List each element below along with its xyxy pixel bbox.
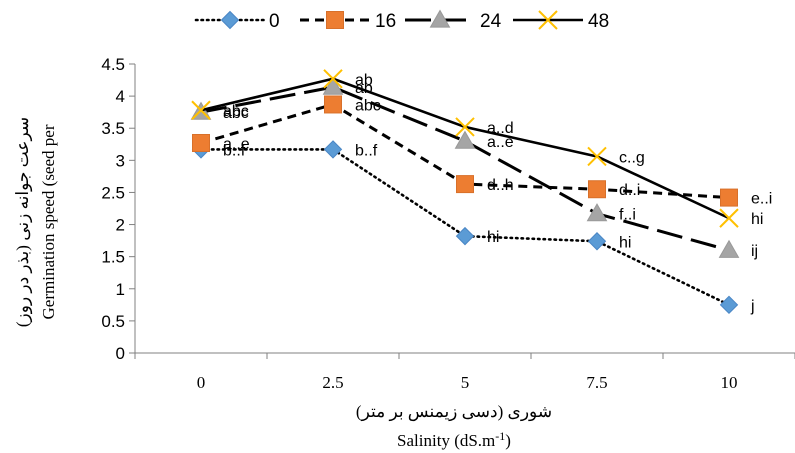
x-axis-title-english: Salinity (dS.m-1) bbox=[397, 429, 511, 450]
point-label: d..h bbox=[487, 177, 514, 194]
legend-marker bbox=[220, 10, 240, 30]
point-label: abc bbox=[223, 105, 249, 122]
y-tick-label: 4 bbox=[116, 87, 125, 106]
data-point bbox=[586, 203, 608, 222]
y-axis-title-persian: سرعت جوانه زنی (بذر در روز) bbox=[13, 117, 33, 327]
point-label: abc bbox=[223, 103, 249, 120]
x-tick-label: 0 bbox=[197, 373, 206, 392]
legend-label: 0 bbox=[269, 11, 280, 32]
y-tick-label: 0.5 bbox=[101, 312, 125, 331]
point-label: b..f bbox=[355, 142, 378, 159]
point-label: a..e bbox=[223, 136, 250, 153]
series-line-0 bbox=[199, 148, 731, 307]
series-16 bbox=[192, 95, 738, 207]
series-line-24 bbox=[200, 85, 730, 252]
point-label: b..f bbox=[223, 142, 246, 159]
point-label: f..i bbox=[619, 207, 636, 224]
y-tick-label: 4.5 bbox=[101, 55, 125, 74]
point-label: e..i bbox=[751, 191, 772, 208]
y-axis-title-english: Germination speed (seed per bbox=[39, 124, 58, 319]
data-point bbox=[323, 140, 343, 159]
data-point bbox=[718, 239, 740, 258]
x-tick-label: 10 bbox=[721, 373, 738, 392]
y-tick-label: 2.5 bbox=[101, 183, 125, 202]
x-axis-title-base: Salinity (dS.m bbox=[397, 431, 495, 450]
legend-marker bbox=[326, 11, 344, 29]
legend-marker bbox=[429, 9, 451, 28]
point-label: a..d bbox=[487, 120, 514, 137]
y-tick-label: 1 bbox=[116, 280, 125, 299]
y-tick-label: 0 bbox=[116, 344, 125, 363]
x-tick-label: 5 bbox=[461, 373, 470, 392]
x-tick-label: 2.5 bbox=[322, 373, 343, 392]
legend-item-24: 24 bbox=[405, 9, 502, 32]
data-point bbox=[456, 175, 474, 194]
point-label: hi bbox=[751, 211, 763, 228]
legend-label: 48 bbox=[588, 11, 609, 32]
legend-label: 16 bbox=[375, 11, 396, 32]
axes: 0 0.5 1 1.5 2 2.5 3 3.5 4 4.5 0 2.5 5 7.5 10 bbox=[101, 55, 795, 392]
point-label: j bbox=[750, 298, 755, 315]
data-point bbox=[324, 95, 342, 114]
data-point bbox=[719, 295, 739, 315]
x-tick-label: 7.5 bbox=[586, 373, 607, 392]
legend-marker bbox=[538, 10, 558, 30]
point-label: ab bbox=[355, 80, 373, 97]
legend-item-0: 0 bbox=[194, 10, 280, 32]
x-axis-title-superscript: -1 bbox=[495, 429, 505, 443]
point-label: ij bbox=[751, 243, 758, 260]
legend-label: 24 bbox=[480, 11, 502, 32]
x-axis-title-tail: ) bbox=[505, 431, 511, 450]
data-point bbox=[588, 180, 606, 199]
point-label: hi bbox=[619, 234, 631, 251]
point-label: ab bbox=[355, 72, 373, 89]
data-point bbox=[587, 146, 607, 167]
data-point bbox=[587, 232, 607, 251]
legend-item-48: 48 bbox=[513, 10, 609, 32]
point-label: abc bbox=[355, 97, 381, 114]
legend: 0 16 24 48 bbox=[194, 9, 609, 32]
legend-item-16: 16 bbox=[300, 11, 396, 32]
x-axis-title-persian: شوری (دسی زیمنس بر متر) bbox=[356, 402, 552, 422]
data-point bbox=[455, 117, 475, 137]
data-point bbox=[719, 208, 739, 228]
series-0 bbox=[191, 140, 739, 315]
data-point bbox=[455, 226, 475, 246]
point-label: d..i bbox=[619, 182, 640, 199]
data-point bbox=[322, 76, 344, 95]
series-48 bbox=[191, 69, 739, 228]
data-point bbox=[323, 69, 343, 89]
y-tick-label: 3 bbox=[116, 151, 125, 170]
y-tick-label: 3.5 bbox=[101, 119, 125, 138]
data-point bbox=[720, 188, 738, 207]
point-label: c..g bbox=[619, 149, 645, 166]
data-point bbox=[192, 133, 210, 152]
series-layer bbox=[190, 69, 740, 315]
data-point bbox=[454, 130, 476, 149]
y-tick-label: 1.5 bbox=[101, 248, 125, 267]
data-point bbox=[191, 100, 211, 120]
y-tick-label: 2 bbox=[116, 216, 125, 235]
point-label: hi bbox=[487, 229, 499, 246]
point-label: a..e bbox=[487, 134, 514, 151]
